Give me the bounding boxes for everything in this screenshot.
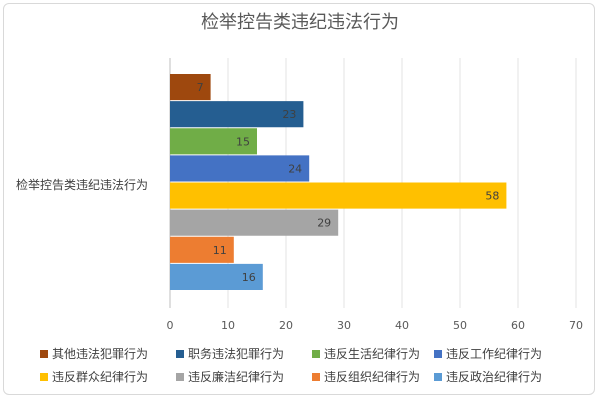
legend-swatch bbox=[434, 372, 442, 381]
bar-value-label: 29 bbox=[317, 217, 331, 230]
bar bbox=[170, 155, 310, 182]
bar-value-label: 7 bbox=[197, 81, 204, 94]
legend-item: 违反工作纪律行为 bbox=[434, 345, 564, 362]
legend-item: 其他违法犯罪行为 bbox=[40, 345, 170, 362]
x-tick-label: 70 bbox=[569, 319, 583, 332]
legend-label: 其他违法犯罪行为 bbox=[52, 347, 149, 361]
legend-label: 违反生活纪律行为 bbox=[324, 347, 421, 361]
legend-item: 违反政治纪律行为 bbox=[434, 368, 564, 385]
bar bbox=[170, 182, 507, 209]
x-tick-label: 40 bbox=[395, 319, 409, 332]
category-axis-label: 检举控告类违纪违法行为 bbox=[16, 178, 149, 192]
legend-label: 违反工作纪律行为 bbox=[446, 347, 543, 361]
bar-value-label: 15 bbox=[236, 135, 250, 148]
legend-swatch bbox=[176, 349, 184, 358]
chart-title: 检举控告类违纪违法行为 bbox=[201, 12, 399, 33]
legend: 其他违法犯罪行为 职务违法犯罪行为 违反生活纪律行为 违反工作纪律行为违反群众纪律行为… bbox=[40, 345, 580, 385]
bar-value-label: 23 bbox=[282, 108, 296, 121]
x-tick-label: 20 bbox=[279, 319, 293, 332]
legend-swatch bbox=[40, 349, 48, 358]
legend-swatch bbox=[312, 349, 320, 358]
legend-swatch bbox=[312, 372, 320, 381]
legend-swatch bbox=[176, 372, 184, 381]
legend-label: 违反廉洁纪律行为 bbox=[188, 370, 285, 384]
legend-swatch bbox=[40, 372, 48, 381]
x-tick-label: 60 bbox=[511, 319, 525, 332]
bar-value-label: 11 bbox=[213, 244, 227, 257]
bar-value-label: 24 bbox=[288, 162, 302, 175]
x-tick-label: 10 bbox=[221, 319, 235, 332]
x-tick-label: 50 bbox=[453, 319, 467, 332]
bar bbox=[170, 236, 234, 263]
bar bbox=[170, 101, 304, 128]
bar bbox=[170, 128, 257, 155]
bar bbox=[170, 209, 339, 236]
legend-label: 违反组织纪律行为 bbox=[324, 370, 421, 384]
x-tick-label: 30 bbox=[337, 319, 351, 332]
legend-item: 违反廉洁纪律行为 bbox=[176, 368, 306, 385]
legend-swatch bbox=[434, 349, 442, 358]
bar bbox=[170, 263, 263, 290]
legend-label: 职务违法犯罪行为 bbox=[188, 347, 285, 361]
bar-value-label: 16 bbox=[242, 271, 256, 284]
legend-label: 违反群众纪律行为 bbox=[52, 370, 149, 384]
legend-item: 违反组织纪律行为 bbox=[312, 368, 428, 385]
legend-item: 违反生活纪律行为 bbox=[312, 345, 428, 362]
legend-label: 违反政治纪律行为 bbox=[446, 370, 543, 384]
x-tick-label: 0 bbox=[167, 319, 174, 332]
bar bbox=[170, 74, 211, 101]
legend-item: 职务违法犯罪行为 bbox=[176, 345, 306, 362]
bar-value-label: 58 bbox=[485, 190, 499, 203]
legend-item: 违反群众纪律行为 bbox=[40, 368, 170, 385]
